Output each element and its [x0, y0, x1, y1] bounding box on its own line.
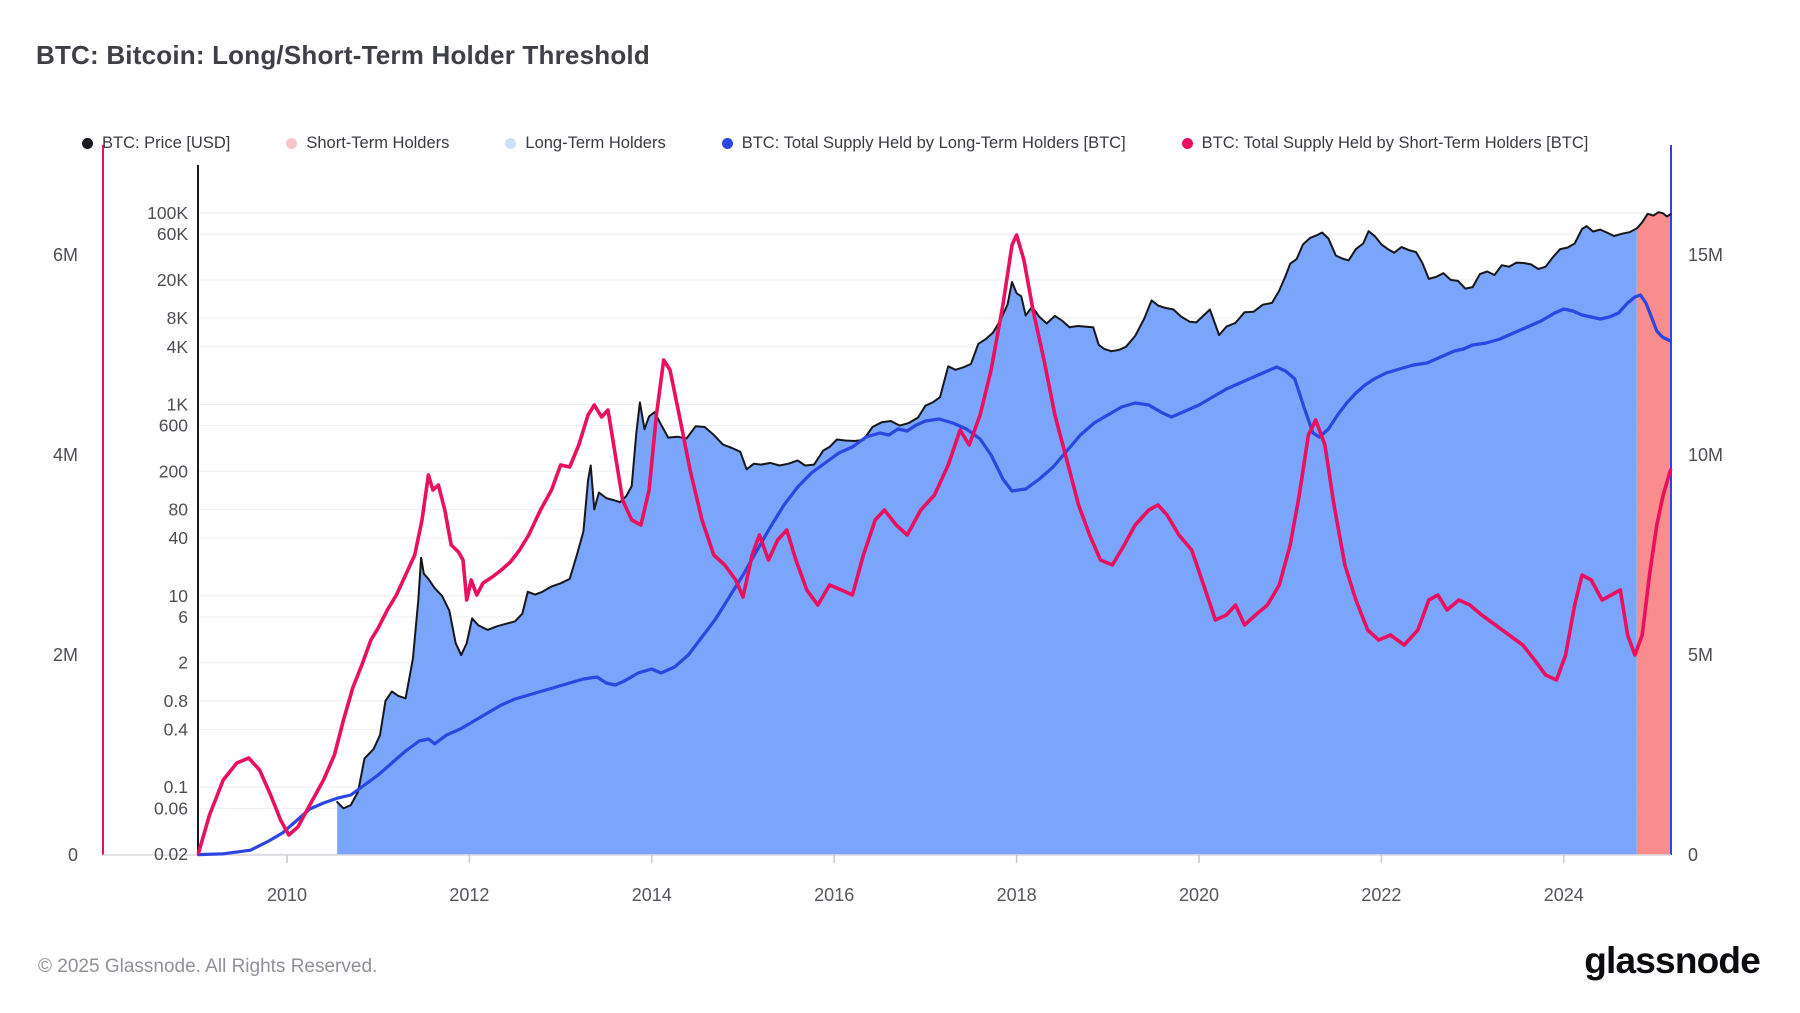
price-axis-tick-label: 8K [167, 308, 189, 328]
left-supply-axis-tick-label: 4M [53, 445, 78, 465]
left-supply-axis-tick-label: 2M [53, 645, 78, 665]
legend-label: Long-Term Holders [525, 134, 666, 152]
legend-dot-icon [721, 138, 733, 149]
right-supply-axis-tick-label: 5M [1688, 645, 1713, 665]
chart-legend: BTC: Price [USD] Short-Term Holders Long-T… [82, 134, 1588, 153]
legend-item-3[interactable]: BTC: Total Supply Held by Long-Term Hold… [721, 134, 1126, 153]
price-axis-tick-label: 10 [169, 586, 189, 606]
x-axis-tick-label: 2024 [1544, 885, 1584, 905]
price-axis-tick-label: 20K [157, 270, 188, 290]
price-axis-tick-label: 0.1 [164, 777, 188, 797]
price-axis-tick-label: 4K [167, 337, 189, 357]
price-axis-tick-label: 0.8 [164, 691, 188, 711]
legend-dot-icon [505, 138, 517, 149]
price-axis-tick-label: 600 [159, 416, 188, 436]
price-axis-tick-label: 6 [178, 607, 188, 627]
legend-label: BTC: Price [USD] [102, 134, 231, 152]
legend-label: Short-Term Holders [306, 134, 450, 152]
price-axis-tick-label: 0.4 [164, 720, 189, 740]
legend-label: BTC: Total Supply Held by Long-Term Hold… [741, 134, 1126, 152]
x-axis-tick-label: 2018 [997, 885, 1037, 905]
price-axis-tick-label: 2 [178, 653, 188, 673]
left-supply-axis-tick-label: 6M [53, 245, 78, 265]
right-supply-axis-tick-label: 0 [1688, 845, 1698, 865]
x-axis-tick-label: 2014 [632, 885, 672, 905]
price-line [336, 211, 1672, 810]
copyright-text: © 2025 Glassnode. All Rights Reserved. [38, 956, 378, 977]
price-axis-tick-label: 200 [159, 461, 188, 481]
price-axis-tick-label: 0.02 [154, 844, 188, 864]
price-axis-tick-label: 60K [157, 224, 188, 244]
legend-label: BTC: Total Supply Held by Short-Term Hol… [1201, 134, 1589, 152]
right-supply-axis-tick-label: 15M [1688, 245, 1723, 265]
lth-supply-line [196, 293, 1673, 857]
price-axis-tick-label: 80 [169, 499, 189, 519]
x-axis-tick-label: 2016 [814, 885, 854, 905]
price-axis-tick-label: 1K [167, 394, 189, 414]
legend-item-2[interactable]: Long-Term Holders [505, 134, 666, 153]
x-axis-tick-label: 2020 [1179, 885, 1219, 905]
legend-dot-icon [286, 138, 298, 149]
legend-item-1[interactable]: Short-Term Holders [286, 134, 449, 153]
x-axis-tick-label: 2022 [1361, 885, 1401, 905]
x-axis-tick-label: 2010 [267, 885, 307, 905]
page-title: BTC: Bitcoin: Long/Short-Term Holder Thr… [36, 40, 650, 70]
left-supply-axis-tick-label: 0 [68, 845, 78, 865]
legend-dot-icon [1181, 138, 1193, 149]
sth-supply-line [196, 233, 1673, 855]
legend-dot-icon [82, 138, 93, 149]
region-long-term-holders [337, 226, 1637, 856]
legend-item-0[interactable]: BTC: Price [USD] [82, 134, 230, 153]
region-short-term-holders [1636, 212, 1671, 855]
price-axis-tick-label: 40 [169, 528, 189, 548]
price-axis-tick-label: 0.06 [154, 798, 188, 818]
price-axis-tick-label: 100K [147, 203, 188, 223]
x-axis-tick-label: 2012 [449, 885, 489, 905]
right-supply-axis-tick-label: 10M [1688, 445, 1723, 465]
glassnode-logo: glassnode [1584, 940, 1761, 981]
legend-item-4[interactable]: BTC: Total Supply Held by Short-Term Hol… [1181, 134, 1589, 153]
